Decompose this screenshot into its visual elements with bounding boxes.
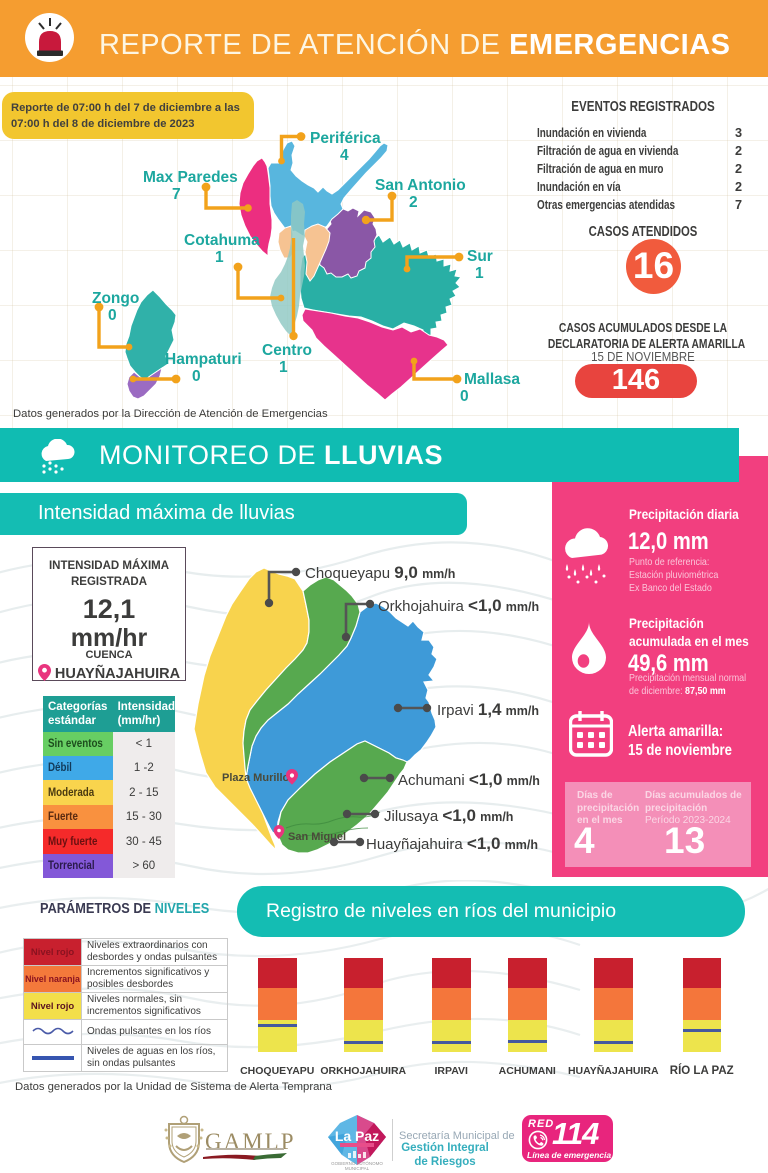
svg-text:1: 1: [215, 249, 224, 266]
svg-text:Zongo: Zongo: [92, 290, 139, 307]
svg-text:Periférica: Periférica: [310, 130, 381, 147]
svg-text:0: 0: [192, 368, 201, 385]
svg-text:2: 2: [409, 194, 418, 211]
svg-text:Hampaturi: Hampaturi: [165, 351, 242, 368]
svg-text:0: 0: [460, 388, 469, 405]
svg-text:La Paz: La Paz: [335, 1128, 379, 1144]
svg-text:San Antonio: San Antonio: [375, 177, 466, 194]
svg-text:Sur: Sur: [467, 248, 493, 265]
svg-text:Max Paredes: Max Paredes: [143, 169, 238, 186]
svg-text:7: 7: [172, 186, 181, 203]
svg-text:Centro: Centro: [262, 342, 312, 359]
svg-text:1: 1: [279, 359, 288, 376]
svg-text:Cotahuma: Cotahuma: [184, 232, 260, 249]
svg-text:4: 4: [340, 147, 349, 164]
svg-text:1: 1: [475, 265, 484, 282]
svg-text:Mallasa: Mallasa: [464, 371, 520, 388]
svg-text:0: 0: [108, 307, 117, 324]
svg-text:Plaza Murillo: Plaza Murillo: [222, 772, 290, 784]
